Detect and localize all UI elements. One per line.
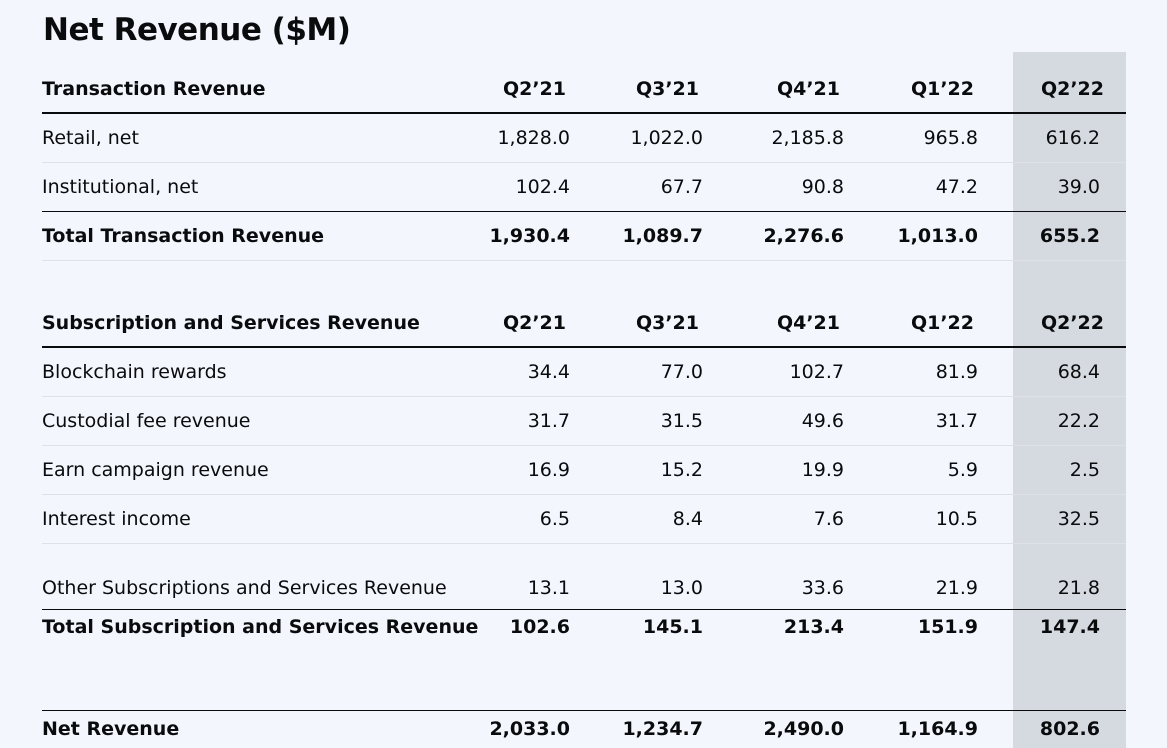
cell-value: 10.5 <box>844 494 978 544</box>
table-row: Blockchain rewards 34.4 77.0 102.7 81.9 … <box>42 347 1126 397</box>
cell-value: 15.2 <box>570 445 703 495</box>
row-label: Net Revenue <box>42 718 180 740</box>
spacer-row <box>42 657 1126 711</box>
cell-value: 90.8 <box>703 162 844 212</box>
cell-value: 1,089.7 <box>570 211 703 261</box>
cell-value: 2,276.6 <box>703 211 844 261</box>
table-row: Earn campaign revenue 16.9 15.2 19.9 5.9… <box>42 445 1126 495</box>
cell-value: 34.4 <box>482 347 570 397</box>
cell-value: 151.9 <box>917 616 978 638</box>
cell-value: 8.4 <box>570 494 703 544</box>
cell-value: 31.7 <box>844 396 978 446</box>
cell-value: 33.6 <box>703 543 844 610</box>
cell-value: 2,033.0 <box>489 718 570 740</box>
cell-value: 32.5 <box>978 494 1126 544</box>
cell-value: 616.2 <box>978 113 1126 163</box>
row-label: Earn campaign revenue <box>42 445 482 495</box>
transaction-header-row: Transaction Revenue Q2’21 Q3’21 Q4’21 Q1… <box>42 65 1126 114</box>
revenue-table: Transaction Revenue Q2’21 Q3’21 Q4’21 Q1… <box>42 65 1126 747</box>
page-title: Net Revenue ($M) <box>43 12 351 48</box>
cell-value: 2,185.8 <box>703 113 844 163</box>
column-header: Q4’21 <box>703 299 844 348</box>
column-header: Q2’21 <box>482 65 570 114</box>
cell-value: 6.5 <box>482 494 570 544</box>
cell-value: 2.5 <box>978 445 1126 495</box>
total-row: Total Subscription and Services Revenue … <box>42 610 1126 658</box>
row-label: Other Subscriptions and Services Revenue <box>42 543 482 610</box>
cell-value: 67.7 <box>570 162 703 212</box>
cell-value: 1,828.0 <box>482 113 570 163</box>
cell-value: 102.7 <box>703 347 844 397</box>
table-row: Interest income 6.5 8.4 7.6 10.5 32.5 <box>42 494 1126 544</box>
column-header: Q2’21 <box>482 299 570 348</box>
cell-value: 68.4 <box>978 347 1126 397</box>
column-header: Q1’22 <box>844 299 978 348</box>
cell-value: 77.0 <box>570 347 703 397</box>
row-label: Institutional, net <box>42 162 482 212</box>
cell-value: 1,234.7 <box>622 718 703 740</box>
column-header: Q4’21 <box>703 65 844 114</box>
cell-value: 1,164.9 <box>897 718 978 740</box>
cell-value: 2,490.0 <box>763 718 844 740</box>
table-row: Retail, net 1,828.0 1,022.0 2,185.8 965.… <box>42 113 1126 163</box>
subscription-header-row: Subscription and Services Revenue Q2’21 … <box>42 299 1126 348</box>
cell-value: 39.0 <box>978 162 1126 212</box>
column-header: Q3’21 <box>570 299 703 348</box>
cell-value: 31.5 <box>570 396 703 446</box>
cell-value: 19.9 <box>703 445 844 495</box>
cell-value: 16.9 <box>482 445 570 495</box>
row-label: Blockchain rewards <box>42 347 482 397</box>
cell-value: 5.9 <box>844 445 978 495</box>
cell-value: 1,013.0 <box>844 211 978 261</box>
cell-value: 81.9 <box>844 347 978 397</box>
table-row: Other Subscriptions and Services Revenue… <box>42 543 1126 610</box>
cell-value: 31.7 <box>482 396 570 446</box>
cell-value: 13.0 <box>570 543 703 610</box>
column-header: Q1’22 <box>844 65 978 114</box>
column-header: Q2’22 <box>978 65 1126 114</box>
spacer-row <box>42 261 1126 300</box>
cell-value: 802.6 <box>1039 718 1100 740</box>
cell-value: 965.8 <box>844 113 978 163</box>
cell-value: 213.4 <box>783 616 844 638</box>
section-header: Transaction Revenue <box>42 65 482 114</box>
cell-value: 147.4 <box>1039 616 1100 638</box>
table-row: Custodial fee revenue 31.7 31.5 49.6 31.… <box>42 396 1126 446</box>
cell-value: 1,930.4 <box>482 211 570 261</box>
cell-value: 49.6 <box>703 396 844 446</box>
cell-value: 102.4 <box>482 162 570 212</box>
cell-value: 102.6 <box>509 616 570 638</box>
row-label: Retail, net <box>42 113 482 163</box>
cell-value: 21.9 <box>844 543 978 610</box>
cell-value: 145.1 <box>642 616 703 638</box>
cell-value: 21.8 <box>978 543 1126 610</box>
cell-value: 655.2 <box>978 211 1126 261</box>
cell-value: 13.1 <box>482 543 570 610</box>
section-header: Subscription and Services Revenue <box>42 299 482 348</box>
column-header: Q2’22 <box>978 299 1126 348</box>
row-label: Interest income <box>42 494 482 544</box>
column-header: Q3’21 <box>570 65 703 114</box>
cell-value: 7.6 <box>703 494 844 544</box>
row-label: Custodial fee revenue <box>42 396 482 446</box>
table-row: Institutional, net 102.4 67.7 90.8 47.2 … <box>42 162 1126 212</box>
row-label: Total Transaction Revenue <box>42 211 482 261</box>
cell-value: 47.2 <box>844 162 978 212</box>
total-row: Total Transaction Revenue 1,930.4 1,089.… <box>42 211 1126 261</box>
net-revenue-row: Net Revenue 2,033.0 1,234.7 2,490.0 1,16… <box>42 711 1126 748</box>
cell-value: 22.2 <box>978 396 1126 446</box>
row-label: Total Subscription and Services Revenue <box>42 616 479 638</box>
cell-value: 1,022.0 <box>570 113 703 163</box>
